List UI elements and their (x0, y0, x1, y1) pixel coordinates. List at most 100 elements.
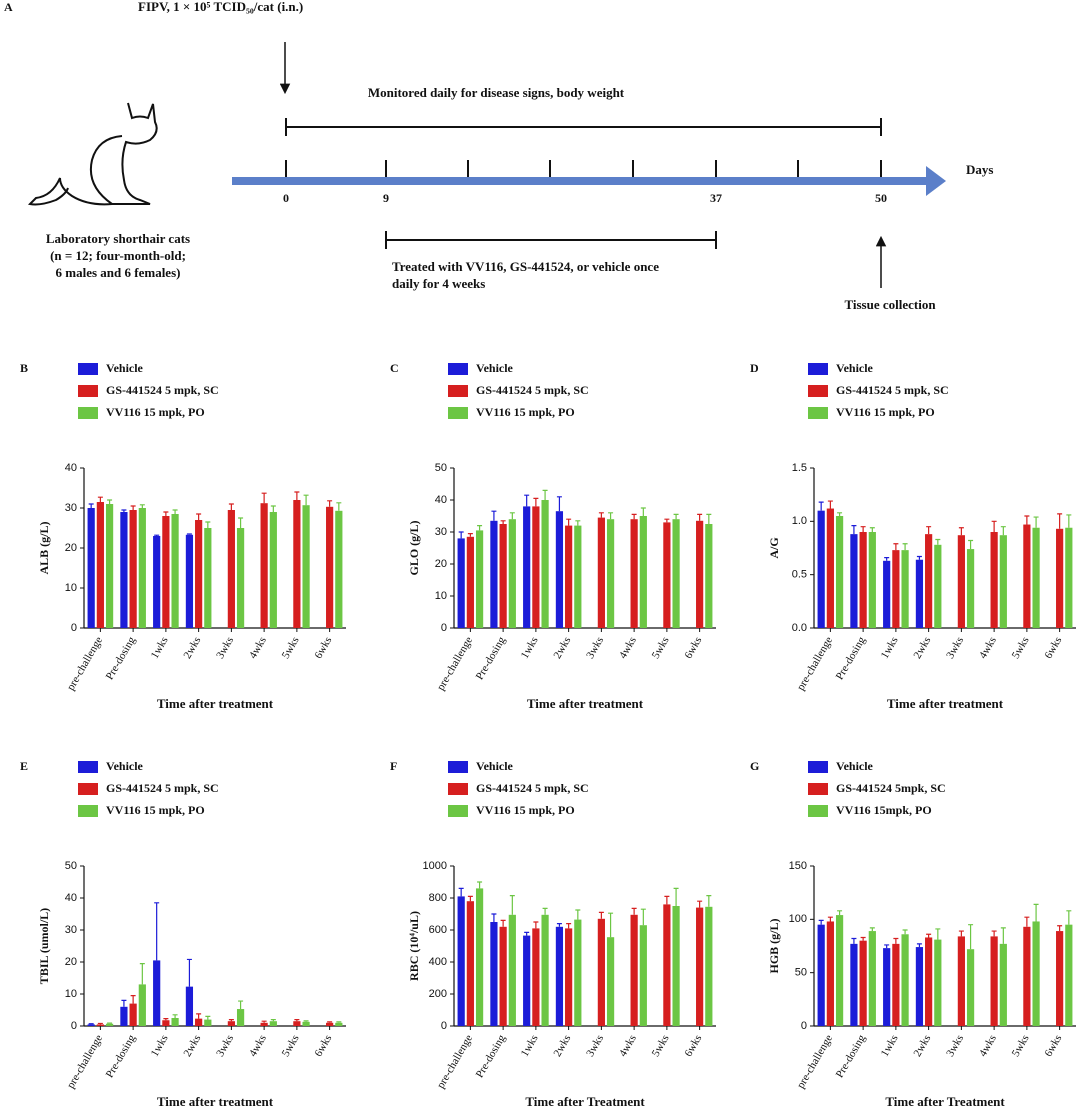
error-bar (500, 520, 506, 524)
bar (966, 549, 975, 628)
cat-drawing (27, 102, 158, 206)
error-bar (673, 513, 679, 520)
bar (597, 517, 605, 628)
error-bar (827, 916, 833, 922)
x-tick-label: 1wks (879, 1033, 901, 1059)
bar (925, 937, 933, 1026)
bar (696, 907, 704, 1026)
y-tick-label: 100 (789, 913, 807, 925)
bar (227, 510, 235, 628)
legend-swatch (448, 385, 468, 397)
timeline-ticks (285, 160, 882, 177)
bar (999, 535, 1007, 628)
bar (868, 931, 876, 1026)
x-tick-label: 4wks (977, 1033, 999, 1059)
bar (162, 516, 170, 628)
legend-swatch (78, 385, 98, 397)
error-bar (935, 538, 941, 545)
legend-label: Vehicle (106, 361, 144, 375)
bar (859, 940, 867, 1026)
bar (138, 508, 146, 628)
error-bar (869, 527, 875, 532)
error-bar (631, 513, 637, 520)
error-bar (97, 1022, 103, 1025)
panel-label: G (750, 759, 759, 773)
bar (457, 538, 465, 628)
cat-label: Laboratory shorthair cats (46, 231, 190, 246)
bar (990, 532, 998, 628)
error-bar (88, 503, 94, 508)
bar (204, 1019, 212, 1026)
bar (826, 921, 834, 1026)
error-bar (509, 895, 515, 915)
day-tick: 37 (710, 191, 722, 205)
y-tick-label: 20 (435, 558, 447, 570)
bar (236, 528, 245, 628)
bar (574, 525, 582, 628)
error-bar (566, 923, 572, 929)
bar (523, 935, 531, 1026)
x-tick-label: 4wks (977, 635, 999, 661)
error-bar (107, 499, 113, 504)
error-bar (884, 557, 890, 561)
x-tick-label: 3wks (584, 635, 606, 661)
y-tick-label: 50 (795, 967, 807, 979)
y-tick-label: 400 (429, 956, 447, 968)
error-bar (130, 505, 136, 510)
bar-chart: F Vehicle GS-441524 5 mpk, SC VV116 15 mpk,… (390, 759, 716, 1109)
error-bar (935, 928, 941, 940)
x-tick-label: 6wks (682, 1033, 704, 1059)
error-bar (163, 1018, 169, 1021)
bar (260, 1022, 268, 1026)
error-bar (893, 937, 899, 944)
x-tick-label: pre-challenge (65, 635, 105, 693)
bar (630, 914, 638, 1026)
tissue-label: Tissue collection (844, 297, 936, 312)
bar (523, 506, 531, 628)
timeline-arrowhead (926, 166, 946, 196)
error-bar (608, 912, 614, 938)
legend-label: GS-441524 5mpk, SC (836, 781, 946, 795)
x-tick-label: 1wks (149, 635, 171, 661)
error-bar (860, 936, 866, 941)
error-bar (1057, 513, 1063, 529)
bar-chart: E Vehicle GS-441524 5 mpk, SC VV116 15 mpk,… (20, 759, 346, 1109)
x-axis-label: Time after Treatment (525, 1094, 645, 1109)
x-tick-label: pre-challenge (435, 635, 475, 693)
bar (508, 914, 516, 1026)
x-tick-label: 4wks (617, 1033, 639, 1059)
error-bar (238, 1000, 244, 1010)
bar (293, 1021, 301, 1026)
bar (508, 519, 516, 628)
bar (663, 522, 671, 628)
legend-label: Vehicle (836, 361, 874, 375)
bar (925, 534, 933, 628)
error-bar (196, 513, 202, 520)
error-bar (172, 509, 178, 514)
y-tick-label: 30 (65, 502, 77, 514)
x-axis-label: Time after treatment (157, 1094, 274, 1109)
bar (966, 949, 975, 1026)
bar (663, 904, 671, 1026)
days-label: Days (966, 162, 993, 177)
y-tick-label: 1000 (423, 860, 447, 872)
bar (105, 1023, 114, 1026)
x-tick-label: 5wks (280, 1033, 302, 1059)
legend-label: Vehicle (476, 759, 514, 773)
x-tick-label: 5wks (650, 635, 672, 661)
bar (850, 943, 858, 1026)
legend-swatch (808, 385, 828, 397)
bar (490, 520, 498, 628)
bar (1023, 926, 1031, 1026)
legend-label: GS-441524 5 mpk, SC (476, 383, 589, 397)
x-axis-label: Time after Treatment (885, 1094, 1005, 1109)
error-bar (107, 1022, 113, 1024)
error-bar (991, 520, 997, 532)
error-bar (294, 491, 300, 500)
error-bar (697, 513, 703, 521)
bar (672, 519, 680, 628)
bar (639, 516, 647, 628)
error-bar (524, 494, 530, 507)
error-bar (1000, 927, 1006, 944)
error-bar (88, 1023, 94, 1025)
